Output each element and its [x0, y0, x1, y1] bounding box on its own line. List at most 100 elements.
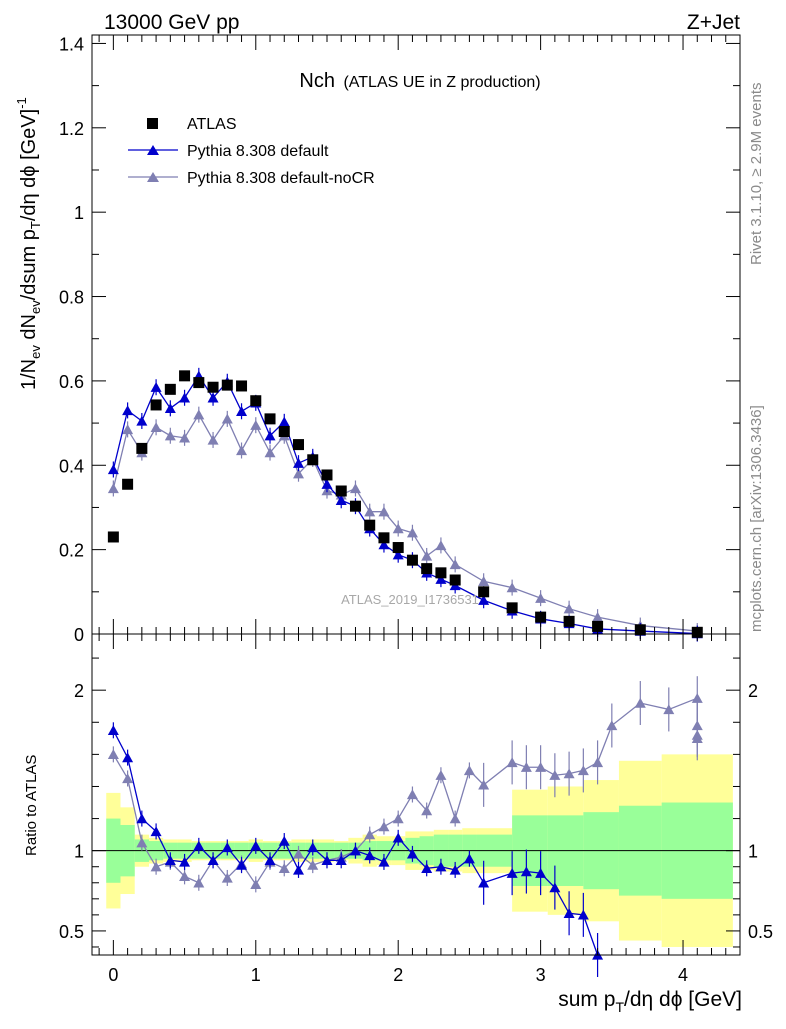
ratio-point	[164, 855, 176, 865]
ratio-point	[421, 805, 433, 816]
ratio-plot-panel: 0.5 0.5 1 1 2 2 0 1 2 3 4	[59, 633, 773, 985]
atlas-point	[335, 485, 347, 497]
ratio-point	[193, 840, 205, 851]
series-point	[435, 540, 447, 551]
ratio-point	[236, 859, 248, 870]
series-point	[506, 582, 518, 593]
process-label: Z+Jet	[687, 11, 740, 34]
ratio-point	[634, 697, 646, 708]
series-point	[378, 539, 390, 550]
ratio-point	[307, 842, 319, 853]
atlas-point	[136, 442, 148, 454]
ratio-point	[577, 909, 589, 920]
atlas-point	[179, 370, 191, 382]
ratio-plot-frame	[91, 633, 741, 956]
atlas-point	[164, 383, 176, 395]
series-point	[321, 479, 333, 489]
atlas-point	[592, 620, 604, 632]
y-axis-label-ratio: Ratio to ATLAS	[23, 755, 40, 856]
ratio-point	[392, 813, 404, 824]
series-point	[193, 409, 205, 420]
legend-label-nocr: Pythia 8.308 default-noCR	[187, 170, 375, 187]
y-tick-label-main: 1.4	[59, 34, 84, 54]
ratio-point	[250, 879, 262, 890]
ratio-point	[449, 864, 461, 875]
ratio-point	[378, 856, 390, 867]
plot-title-sub: (ATLAS UE in Z production)	[343, 74, 540, 91]
ratio-point	[307, 859, 319, 870]
y-tick-label-ratio-right: 0.5	[748, 922, 773, 942]
ratio-point	[435, 861, 447, 872]
plot-title: Nch (ATLAS UE in Z production)	[299, 70, 540, 92]
series-point	[364, 506, 376, 517]
ratio-point	[378, 821, 390, 832]
atlas-point	[207, 381, 219, 393]
series-point	[207, 392, 219, 403]
y-tick-label-ratio-right: 1	[748, 842, 758, 862]
series-point	[406, 527, 418, 538]
series-point	[122, 405, 134, 416]
atlas-point	[535, 611, 547, 623]
series-point	[278, 416, 290, 427]
mcplots-label: mcplots.cern.ch [arXiv:1306.3436]	[748, 405, 765, 632]
atlas-point	[193, 377, 205, 389]
ratio-point	[520, 866, 532, 877]
atlas-point	[321, 469, 333, 481]
series-point	[107, 483, 119, 494]
ratio-point	[293, 848, 305, 859]
series-point	[221, 413, 233, 424]
series-point	[264, 447, 276, 458]
ratio-point	[691, 692, 703, 703]
series-point	[150, 382, 162, 392]
plot-title-main: Nch	[299, 70, 335, 92]
x-tick-label: 0	[108, 965, 118, 985]
ratio-point	[435, 770, 447, 780]
series-point	[392, 549, 404, 560]
main-plot-panel: 0 0.2 0.4 0.6 0.8 1 1.2 1.4	[59, 34, 741, 645]
legend-marker-atlas	[147, 118, 158, 129]
ratio-point	[221, 872, 233, 883]
series-point	[449, 559, 461, 570]
legend: ATLAS Pythia 8.308 default Pythia 8.308 …	[128, 116, 375, 187]
ratio-point	[577, 765, 589, 776]
x-tick-label: 4	[678, 965, 688, 985]
ratio-point	[406, 789, 418, 800]
ratio-point	[122, 752, 134, 763]
atlas-point	[392, 542, 404, 554]
y-tick-label-ratio-right: 2	[748, 681, 758, 701]
x-tick-label: 2	[393, 965, 403, 985]
ratio-point	[107, 725, 119, 735]
ratio-point	[535, 761, 547, 772]
ratio-series-line	[112, 729, 599, 956]
ratio-point	[221, 842, 233, 853]
ratio-point	[406, 848, 418, 859]
atlas-point	[421, 563, 433, 575]
ratio-point	[392, 832, 404, 843]
atlas-point	[435, 567, 447, 579]
atlas-point	[236, 380, 248, 392]
ratio-plot-content	[92, 676, 740, 977]
y-tick-label-ratio-left: 2	[74, 681, 84, 701]
ratio-point	[563, 768, 575, 779]
ratio-point	[335, 855, 347, 865]
ratio-point	[506, 867, 518, 878]
y-tick-label-main: 1	[74, 203, 84, 223]
ratio-point	[321, 855, 333, 865]
ratio-point	[449, 813, 461, 824]
series-point	[164, 430, 176, 441]
ratio-point	[122, 773, 134, 784]
series-point	[478, 595, 490, 605]
ratio-point	[463, 853, 475, 864]
y-tick-label-main: 0.4	[59, 456, 84, 476]
series-point	[392, 523, 404, 534]
series-point	[592, 611, 604, 622]
series-point	[207, 434, 219, 445]
ratio-point	[520, 761, 532, 772]
ratio-point	[549, 770, 561, 780]
atlas-point	[406, 554, 418, 566]
ratio-point	[179, 871, 191, 882]
y-tick-label-main: 0.6	[59, 372, 84, 392]
ratio-point	[207, 855, 219, 865]
ratio-point	[136, 813, 148, 824]
atlas-point	[250, 395, 262, 407]
